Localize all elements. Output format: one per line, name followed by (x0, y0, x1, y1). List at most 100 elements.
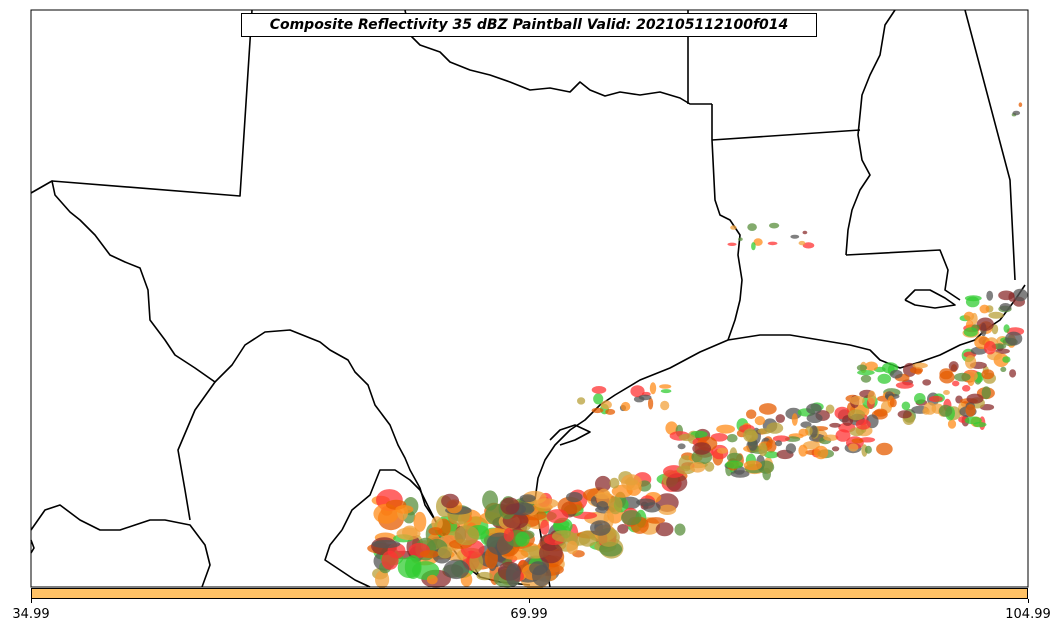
mississippi-alabama-border (964, 9, 1016, 281)
reflectivity-blob (726, 452, 743, 463)
reflectivity-blob (855, 419, 871, 430)
reflectivity-blob (428, 527, 443, 536)
reflectivity-blob (835, 429, 851, 442)
reflectivity-blob (609, 477, 620, 489)
reflectivity-blob (725, 460, 744, 469)
texas-panhandle-border (51, 9, 253, 197)
reflectivity-blob (1009, 369, 1017, 378)
reflectivity-blob (649, 382, 657, 395)
reflectivity-blob (726, 434, 738, 443)
reflectivity-blob (874, 408, 888, 417)
reflectivity-blob (375, 570, 390, 589)
reflectivity-blob (923, 402, 937, 415)
reflectivity-blob (539, 542, 563, 564)
reflectivity-blob (605, 408, 616, 415)
reflectivity-blob (895, 381, 914, 389)
bay-outline (549, 424, 591, 446)
reflectivity-blob (976, 317, 994, 331)
reflectivity-blob (849, 395, 865, 405)
reflectivity-blob (806, 403, 822, 415)
reflectivity-blob (677, 443, 686, 450)
reflectivity-blob (753, 238, 763, 246)
reflectivity-blob (443, 559, 470, 580)
reflectivity-blob (848, 443, 859, 452)
reflectivity-blob (690, 430, 708, 438)
reflectivity-blob (876, 442, 893, 456)
reflectivity-blob (593, 393, 604, 405)
reflectivity-blob (938, 404, 953, 417)
reflectivity-blob (806, 413, 823, 423)
reflectivity-blob (595, 475, 611, 492)
reflectivity-blob (864, 445, 872, 454)
reflectivity-blob (765, 439, 777, 453)
reflectivity-blob (621, 474, 642, 491)
louisiana-mississippi-border (845, 249, 961, 301)
reflectivity-blob (802, 230, 808, 235)
reflectivity-blob (716, 447, 728, 454)
reflectivity-blob (665, 421, 678, 435)
reflectivity-blob (829, 422, 841, 428)
reflectivity-blob (646, 517, 666, 524)
reflectivity-blob (857, 370, 875, 376)
reflectivity-blob (791, 413, 798, 426)
reflectivity-blob (648, 397, 654, 410)
reflectivity-blob (912, 362, 928, 369)
reflectivity-blob (704, 461, 715, 472)
mississippi-river-border (845, 9, 896, 256)
reflectivity-blob (947, 419, 957, 429)
reflectivity-blob (758, 403, 777, 415)
reflectivity-blob (1000, 366, 1007, 372)
reflectivity-blob (1005, 331, 1023, 346)
reflectivity-blob (566, 492, 583, 503)
colorbar-tick-mark-mid (529, 599, 530, 603)
reflectivity-blob (591, 386, 607, 394)
reflectivity-blob (503, 528, 514, 542)
reflectivity-blob (772, 435, 790, 442)
reflectivity-blob (986, 290, 994, 301)
reflectivity-blob (803, 441, 820, 450)
reflectivity-blob (939, 368, 953, 380)
reflectivity-blob (419, 550, 440, 559)
reflectivity-blob (901, 401, 911, 411)
reflectivity-blob (847, 409, 866, 421)
reflectivity-blob (798, 444, 808, 457)
reflectivity-blob (860, 374, 872, 383)
reflectivity-blob (890, 369, 903, 379)
reflectivity-blob (785, 407, 802, 420)
colorbar-tick-mark-right (1028, 599, 1029, 603)
reflectivity-blob (831, 446, 840, 452)
map-frame (30, 9, 1029, 588)
reflectivity-blob (546, 509, 569, 524)
reflectivity-blob (660, 400, 670, 411)
reflectivity-blob (914, 393, 926, 405)
reflectivity-blob (660, 389, 672, 394)
reflectivity-blob (617, 524, 629, 534)
paintball-reflectivity-layer (367, 102, 1028, 590)
reflectivity-blob (600, 400, 612, 410)
reflectivity-blob (764, 451, 779, 459)
reflectivity-blob (751, 242, 756, 251)
reflectivity-blob (785, 443, 797, 454)
reflectivity-blob (962, 385, 971, 392)
reflectivity-blob (897, 410, 912, 419)
reflectivity-blob (948, 361, 959, 372)
reflectivity-blob (591, 407, 604, 414)
reflectivity-blob (964, 416, 982, 425)
reflectivity-blob (643, 502, 661, 513)
mexico-state-border-3 (341, 469, 421, 531)
reflectivity-blob (867, 390, 876, 405)
reflectivity-blob (500, 497, 520, 515)
mexico-state-border-1 (177, 381, 216, 521)
reflectivity-blob (769, 222, 780, 229)
reflectivity-blob (630, 385, 645, 398)
reflectivity-blob (813, 445, 829, 460)
reflectivity-blob (849, 427, 864, 437)
map-title: Composite Reflectivity 35 dBZ Paintball … (241, 13, 817, 37)
reflectivity-blob (1008, 292, 1015, 302)
reflectivity-blob (540, 519, 550, 535)
reflectivity-blob (426, 574, 438, 585)
reflectivity-blob (775, 414, 785, 423)
reflectivity-blob (566, 540, 578, 555)
reflectivity-blob (638, 394, 652, 401)
